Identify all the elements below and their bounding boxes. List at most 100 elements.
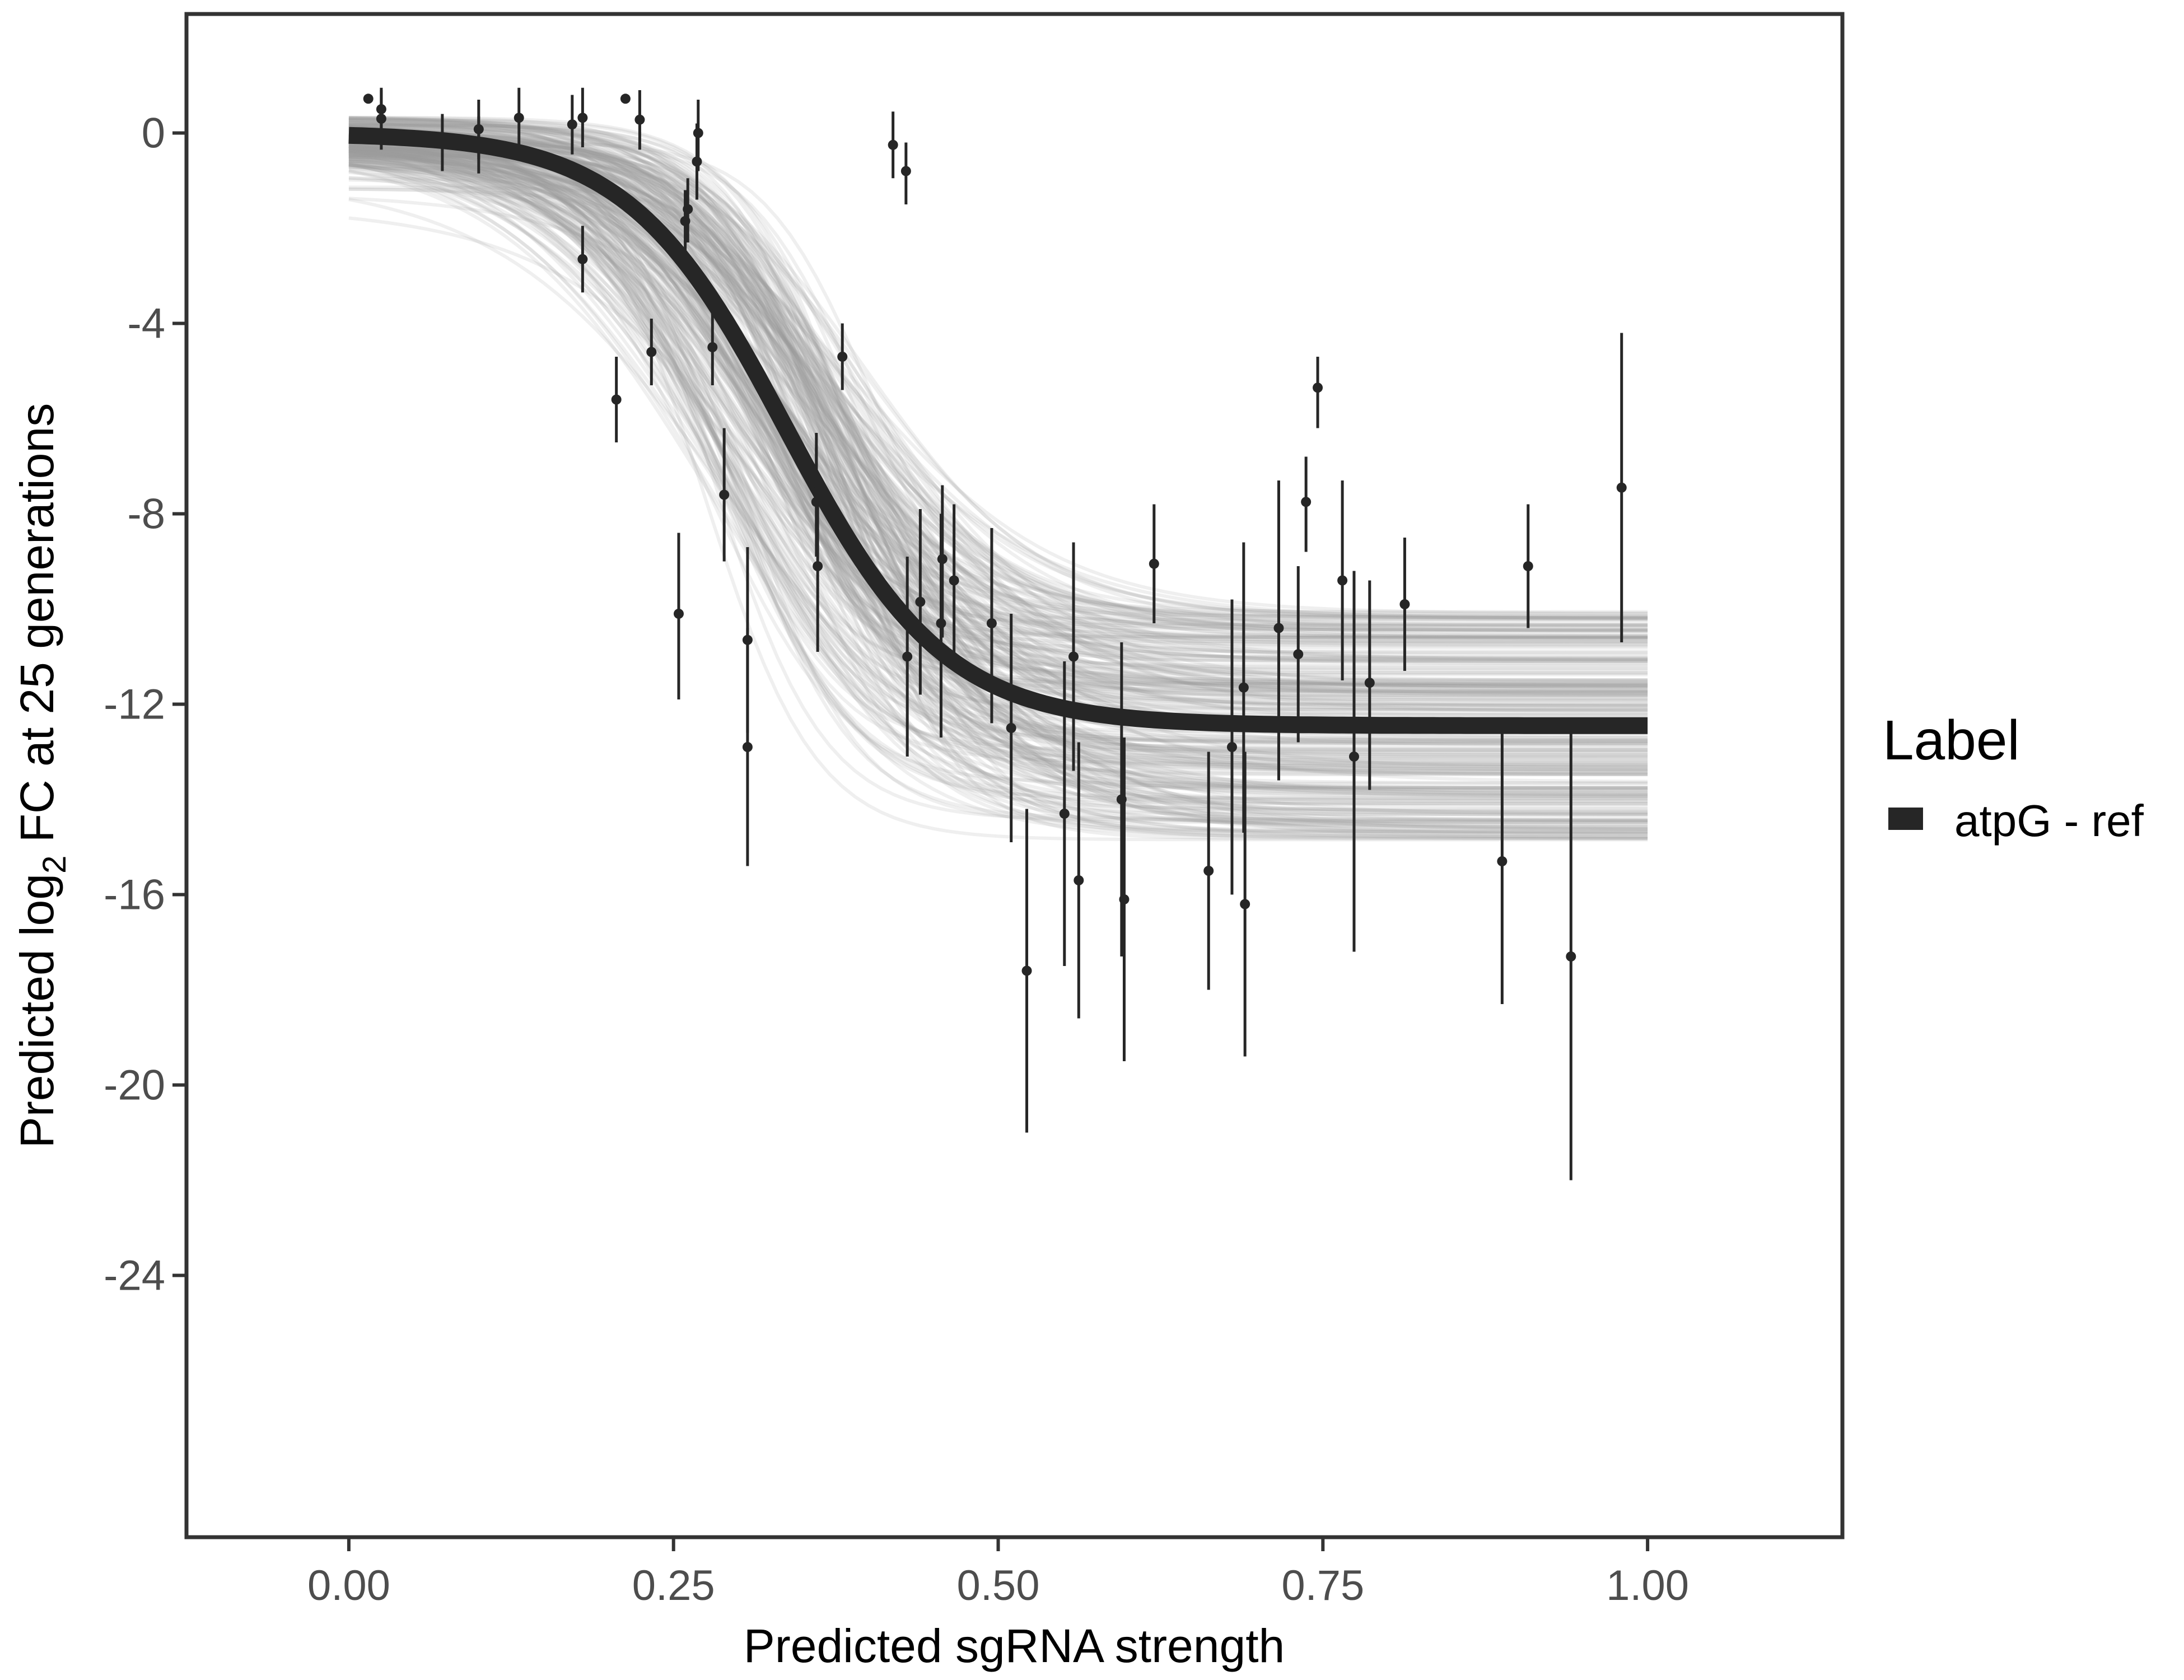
posterior-draw-line (348, 150, 1648, 808)
posterior-draw-line (348, 159, 1648, 772)
posterior-draw-line (348, 161, 1648, 841)
data-point (620, 94, 631, 104)
posterior-draw-line (348, 144, 1648, 793)
point-marker (1240, 899, 1250, 909)
data-point (813, 480, 823, 652)
posterior-draw-line (348, 163, 1648, 824)
point-marker (634, 114, 645, 125)
posterior-draw-line (348, 127, 1648, 751)
point-marker (1293, 649, 1304, 660)
posterior-draw-line (348, 133, 1648, 673)
data-point (707, 309, 718, 385)
data-point (915, 509, 926, 695)
posterior-draw-line (348, 187, 1648, 824)
data-point (949, 504, 959, 657)
y-axis-title-subscript: 2 (36, 856, 73, 874)
posterior-draw-line (348, 132, 1648, 626)
posterior-draw-line (348, 149, 1648, 740)
posterior-draw-line (348, 157, 1648, 818)
posterior-draw-line (348, 128, 1648, 660)
posterior-draw-line (348, 147, 1648, 754)
posterior-draw-line (348, 155, 1648, 627)
posterior-draw-line (348, 150, 1648, 790)
point-marker (949, 575, 959, 586)
posterior-draw-line (348, 129, 1648, 768)
point-marker (646, 347, 657, 357)
point-marker (915, 596, 926, 607)
posterior-draw-line (348, 122, 1648, 690)
posterior-draw-line (348, 155, 1648, 805)
data-point (902, 557, 913, 757)
y-tick-label: -24 (104, 1252, 165, 1300)
y-axis-title-main: Predicted log (11, 874, 63, 1148)
data-points-layer (363, 87, 1627, 1180)
posterior-draw-line (348, 160, 1648, 776)
point-marker (611, 394, 622, 405)
posterior-draw-line (348, 155, 1648, 666)
posterior-draw-line (348, 178, 1648, 753)
point-marker (1616, 482, 1627, 493)
data-point (1203, 752, 1214, 990)
posterior-draw-line (348, 161, 1648, 806)
posterior-draw-line (348, 133, 1648, 797)
point-marker (673, 609, 684, 619)
posterior-draw-line (348, 155, 1648, 791)
posterior-draw-line (348, 151, 1648, 785)
posterior-draw-line (348, 146, 1648, 774)
posterior-draw-line (348, 140, 1648, 745)
posterior-draw-line (348, 153, 1648, 641)
posterior-draw-line (348, 148, 1648, 766)
posterior-draw-line (348, 157, 1648, 801)
x-axis: 0.00 0.25 0.50 0.75 1.00 (307, 1539, 1689, 1609)
legend-label-atpg-ref: atpG - ref (1954, 796, 2144, 846)
posterior-draw-line (348, 164, 1648, 797)
point-marker (1119, 894, 1130, 904)
data-point (986, 528, 997, 724)
point-marker (693, 128, 703, 138)
posterior-draw-line (348, 125, 1648, 632)
posterior-draw-line (348, 141, 1648, 829)
posterior-draw-line (348, 122, 1648, 667)
posterior-draw-line (348, 119, 1648, 832)
posterior-draw-line (348, 149, 1648, 659)
point-marker (902, 651, 913, 662)
posterior-draw-line (348, 169, 1648, 804)
posterior-draw-line (348, 134, 1648, 768)
posterior-draw-line (348, 152, 1648, 620)
posterior-draw-line (348, 139, 1648, 802)
point-marker (577, 113, 588, 123)
posterior-draw-line (348, 124, 1648, 712)
x-axis-title: Predicted sgRNA strength (744, 1620, 1285, 1672)
y-axis-title: Predicted log2 FC at 25 generations (11, 403, 73, 1148)
posterior-draw-line (348, 155, 1648, 834)
posterior-draw-line (348, 144, 1648, 641)
posterior-draw-line (348, 148, 1648, 697)
plot-panel-border (184, 12, 1845, 1539)
posterior-draw-line (348, 145, 1648, 707)
posterior-draw-line (348, 130, 1648, 662)
posterior-draw-line (348, 131, 1648, 707)
data-point (1364, 580, 1375, 790)
posterior-draw-line (348, 119, 1648, 639)
point-marker (707, 342, 718, 352)
point-marker (1523, 561, 1533, 571)
data-point (1059, 661, 1070, 966)
data-point (1006, 614, 1016, 842)
posterior-draw-line (348, 153, 1648, 764)
posterior-draw-line (348, 165, 1648, 703)
x-tick-label: 1.00 (1606, 1562, 1689, 1609)
point-marker (1238, 682, 1249, 693)
posterior-draw-line (348, 134, 1648, 688)
data-point (1226, 599, 1237, 895)
point-marker (683, 204, 693, 214)
posterior-draw-line (348, 123, 1648, 770)
data-point (514, 87, 524, 147)
posterior-draw-line (348, 141, 1648, 700)
data-point (937, 485, 948, 638)
posterior-draw-line (348, 123, 1648, 745)
point-marker (719, 489, 730, 500)
posterior-draw-line (348, 145, 1648, 632)
data-point (1497, 718, 1508, 1004)
posterior-draw-line (348, 125, 1648, 811)
